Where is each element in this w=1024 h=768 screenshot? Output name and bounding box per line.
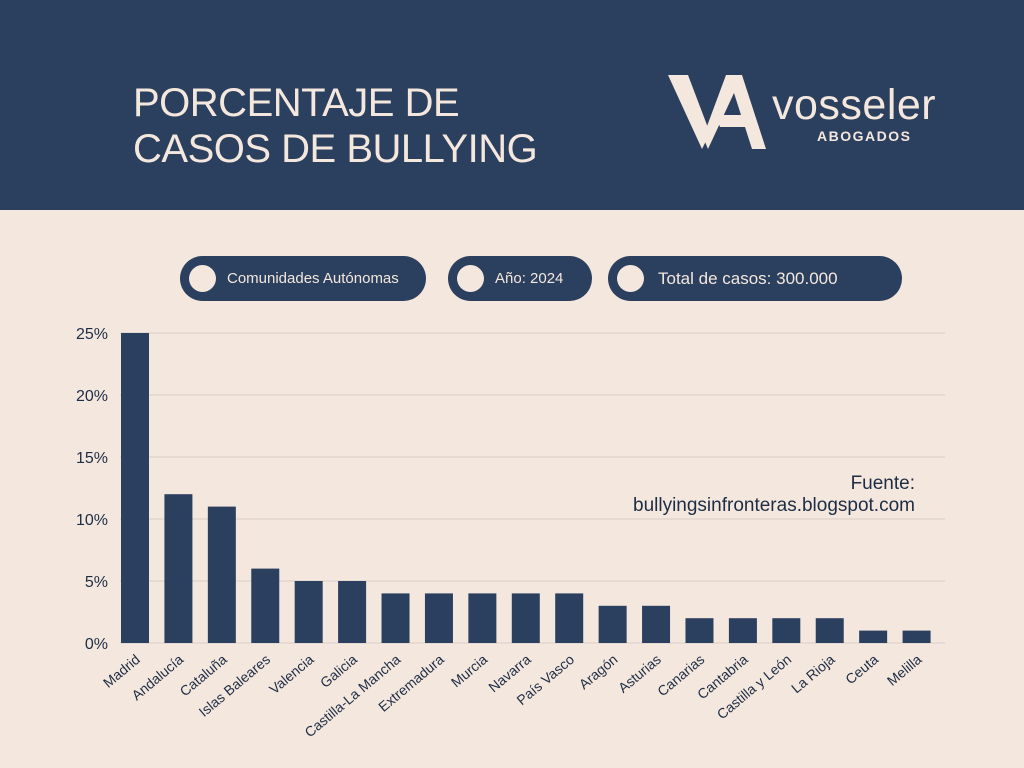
x-tick-label: Melilla [884,651,925,689]
circle-icon [457,265,484,292]
source-label: Fuente: [850,473,915,494]
y-tick-label: 20% [76,388,108,405]
y-tick-label: 5% [85,574,108,591]
y-tick-label: 10% [76,512,108,529]
filter-pill-region: Comunidades Autónomas [180,256,426,301]
bar [294,581,323,643]
filter-pill-year: Año: 2024 [448,256,592,301]
bar [642,605,671,643]
x-tick-label: Murcia [448,651,491,690]
bar [251,568,280,643]
title-line-1: PORCENTAJE DE [133,81,460,125]
bar [902,630,931,643]
y-tick-label: 15% [76,450,108,467]
bar [555,593,584,643]
circle-icon [617,265,644,292]
bar [121,333,149,643]
x-tick-label: Valencia [266,651,317,697]
brand-name: vosseler [772,81,937,129]
page-title: PORCENTAJE DE CASOS DE BULLYING [133,80,538,172]
header-banner: PORCENTAJE DE CASOS DE BULLYING vosseler… [0,0,1024,210]
pill-label: Comunidades Autónomas [227,270,399,287]
bar [598,605,627,643]
bar [164,494,193,643]
x-tick-label: Castilla y León [714,651,795,722]
bar [424,593,453,643]
pill-label: Total de casos: 300.000 [658,268,838,288]
bar [685,618,714,643]
x-tick-label: La Rioja [788,651,838,696]
bar [728,618,757,643]
pill-label: Año: 2024 [495,270,564,287]
bar [859,630,888,643]
title-line-2: CASOS DE BULLYING [133,127,538,171]
bar [381,593,410,643]
bar [338,581,367,643]
source-url: bullyingsinfronteras.blogspot.com [633,495,915,516]
y-tick-label: 0% [85,636,108,653]
bar [468,593,497,643]
bar [815,618,844,643]
circle-icon [189,265,216,292]
x-tick-label: Aragón [576,651,621,692]
x-tick-label: Ceuta [842,651,881,687]
bar [207,506,236,643]
bar [772,618,801,643]
y-tick-label: 25% [76,326,108,343]
vosseler-logo-icon [668,75,766,149]
filter-pill-total: Total de casos: 300.000 [608,256,902,301]
bar [511,593,540,643]
brand-subtitle: ABOGADOS [817,128,912,144]
